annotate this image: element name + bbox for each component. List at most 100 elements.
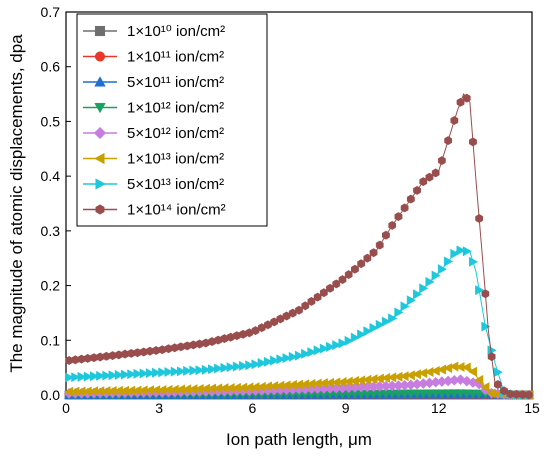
data-point [332,340,342,351]
y-tick-label: 0.5 [41,113,61,129]
data-point [96,370,106,381]
legend-item: 1×10¹⁰ ion/cm² [83,23,225,40]
data-point [189,365,199,376]
data-point [500,386,508,396]
data-point [449,389,460,399]
data-point [77,371,87,382]
data-point [493,380,502,389]
legend-marker [94,102,106,114]
series-8 [65,93,533,400]
data-point [394,307,404,318]
data-point [351,264,359,274]
y-axis-title: The magnitude of atomic displacements, d… [7,34,26,373]
x-tick-label: 9 [342,400,350,416]
data-point [145,368,156,379]
legend-label: 1×10¹⁴ ion/cm² [127,202,226,219]
data-point [481,289,490,299]
x-tick-label: 15 [524,400,540,416]
data-point [326,341,336,352]
data-point [294,350,305,361]
y-tick-label: 0.2 [41,278,61,294]
ticks: 0 3 6 9 12 15 0.0 0.1 0.2 0.3 0.4 0.5 0.6 0.7 [41,4,540,416]
data-point [406,295,417,306]
data-point [461,362,471,373]
data-point [307,347,317,358]
data-point [467,366,478,377]
data-point [394,212,403,222]
data-point [133,368,143,379]
y-tick-label: 0.3 [41,223,61,239]
legend-marker [94,152,105,165]
data-point [381,316,392,327]
data-point [89,371,100,382]
data-point [195,365,205,376]
data-point [481,321,491,332]
data-point [214,363,224,374]
legend-item: 5×10¹² ion/cm² [83,125,224,142]
data-point [467,389,479,399]
legend-item: 1×10¹⁴ ion/cm² [83,202,226,219]
data-point [239,360,249,371]
data-point [201,364,211,375]
data-point [411,389,423,399]
x-tick-label: 0 [62,400,70,416]
data-point [338,338,348,349]
legend-label: 1×10¹² ion/cm² [127,100,224,117]
legend-marker [95,178,106,190]
data-point [443,389,454,399]
data-point [456,245,466,256]
data-point [430,389,441,399]
series-6 [63,361,533,401]
data-point [475,285,485,296]
data-point [388,220,397,230]
legend-label: 1×10¹⁰ ion/cm² [127,23,225,40]
legend-label: 5×10¹² ion/cm² [127,125,224,142]
data-point [357,259,366,269]
data-point [344,270,353,280]
legend-item: 1×10¹³ ion/cm² [83,151,224,168]
data-point [263,356,274,367]
data-point [350,332,361,343]
y-tick-label: 0.4 [41,168,61,184]
data-point [301,348,311,359]
data-point [382,230,390,240]
data-point [474,374,484,386]
data-point [450,116,459,125]
legend-marker [94,25,106,37]
data-point [436,364,446,375]
data-point [369,322,379,334]
data-point [493,367,503,378]
legend-item: 5×10¹³ ion/cm² [83,176,224,193]
data-point [450,248,460,259]
data-point [424,389,435,399]
legend-item: 1×10¹¹ ion/cm² [83,49,224,66]
data-point [468,256,479,267]
y-tick-label: 0.7 [41,4,61,20]
data-point [480,382,490,393]
data-point [363,326,373,337]
data-point [183,365,193,376]
data-point [65,372,75,383]
data-point [226,362,236,373]
data-point [158,367,168,378]
data-point [462,93,471,103]
data-point [469,137,477,147]
data-point [363,253,372,263]
x-tick-label: 3 [155,400,163,416]
data-point [344,335,354,346]
data-point [114,369,124,381]
data-point [442,363,453,374]
data-point [462,246,472,257]
data-point [388,313,398,324]
legend-label: 1×10¹¹ ion/cm² [127,49,224,66]
data-point [102,370,112,381]
data-point [444,136,453,146]
y-tick-label: 0.1 [41,332,61,348]
legend-label: 5×10¹³ ion/cm² [127,176,224,193]
data-point [170,366,180,377]
data-point [461,389,472,399]
data-point [525,390,533,400]
data-point [127,369,137,380]
